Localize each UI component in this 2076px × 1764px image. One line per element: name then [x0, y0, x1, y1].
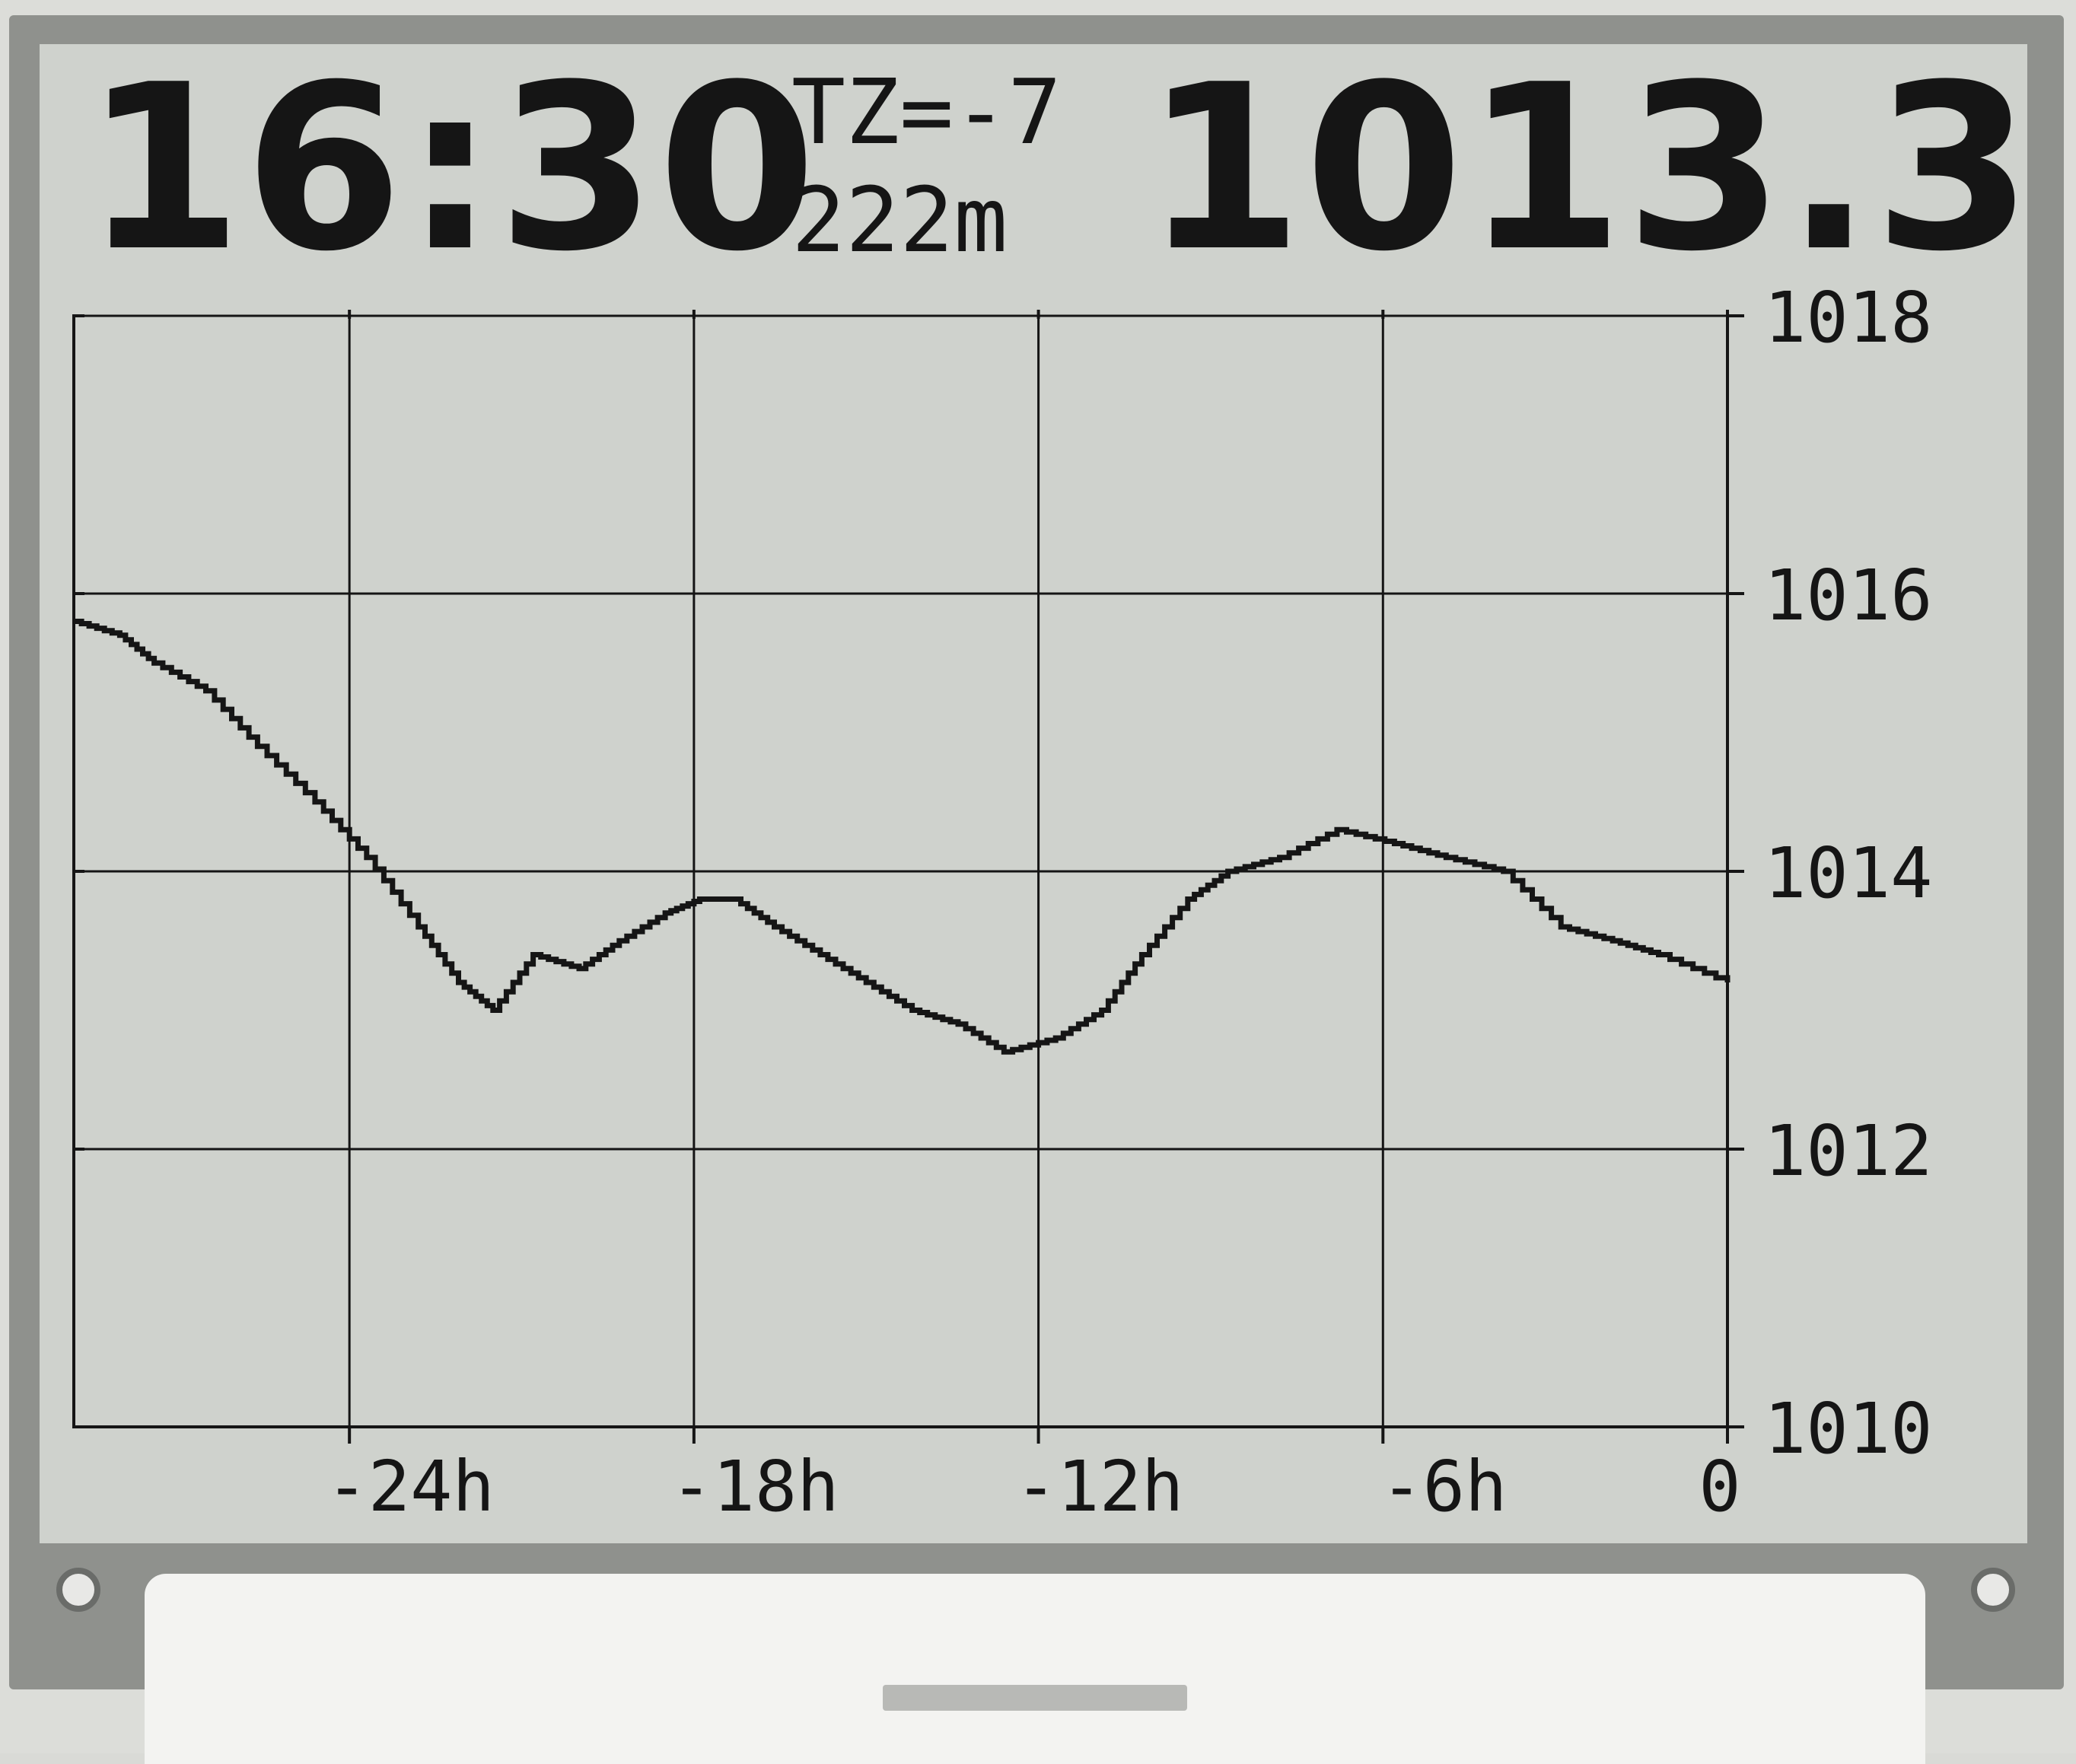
y-tick-label: 1010 — [1764, 1388, 1933, 1469]
altitude-label: 222m — [791, 167, 1008, 272]
y-axis-labels: 1010 1012 1014 1016 1018 — [1764, 277, 1933, 1469]
chart-grid — [72, 314, 1729, 1428]
timezone-label: TZ=-7 — [791, 59, 1062, 164]
x-tick-label: -6h — [1380, 1446, 1507, 1527]
x-tick-label: -12h — [1015, 1446, 1184, 1527]
screw-icon — [1971, 1568, 2015, 1612]
y-tick-label: 1012 — [1764, 1110, 1933, 1192]
eink-screen — [40, 44, 2027, 1543]
chart-ticks — [72, 310, 1744, 1444]
device-foot — [145, 1574, 1925, 1764]
device-slot — [883, 1685, 1187, 1711]
screw-icon — [56, 1568, 100, 1612]
x-tick-label: 0 — [1699, 1446, 1740, 1527]
y-tick-label: 1018 — [1764, 277, 1933, 358]
pressure-line — [74, 619, 1731, 1055]
x-axis-labels: -24h -18h -12h -6h 0 — [326, 1446, 1740, 1527]
pressure-display: 1013.3 — [1144, 36, 2034, 301]
x-tick-label: -24h — [326, 1446, 495, 1527]
y-tick-label: 1014 — [1764, 833, 1933, 914]
clock-display: 16:30 — [84, 36, 818, 301]
x-tick-label: -18h — [670, 1446, 839, 1527]
y-tick-label: 1016 — [1764, 555, 1933, 636]
